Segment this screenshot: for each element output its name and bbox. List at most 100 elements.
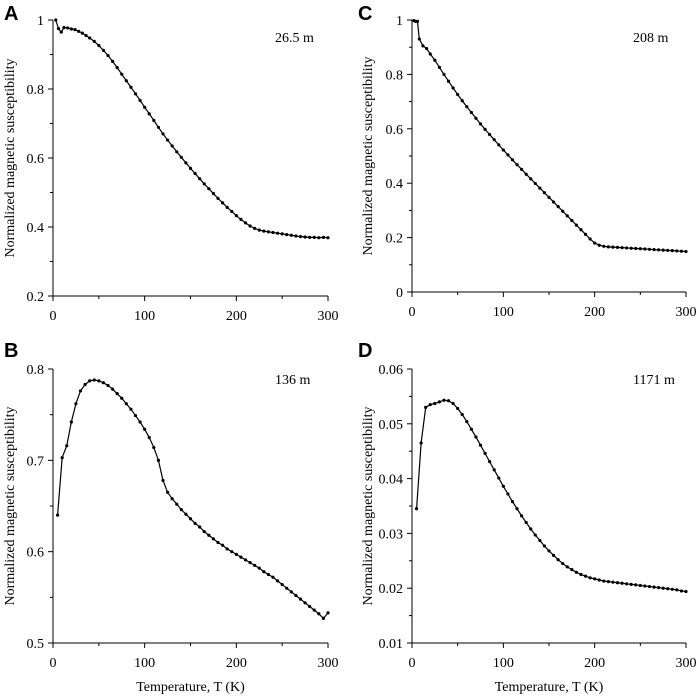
data-point (483, 451, 487, 455)
data-point (478, 443, 483, 447)
y-tick-label: 0.6 (27, 546, 45, 561)
data-point (629, 246, 633, 250)
data-point (262, 229, 266, 233)
data-point (285, 232, 289, 237)
data-point (303, 235, 307, 239)
data-point (59, 30, 63, 34)
data-point (451, 86, 455, 90)
data-point (97, 43, 101, 48)
data-point (520, 514, 524, 518)
data-point (529, 527, 533, 531)
series-line (415, 399, 687, 593)
data-point (326, 236, 330, 240)
depth-annotation: 208 m (633, 31, 669, 46)
y-tick-label: 0.7 (27, 454, 45, 469)
data-point (579, 572, 583, 577)
data-point (220, 543, 225, 547)
data-point (55, 513, 60, 517)
data-point (565, 565, 569, 569)
data-point (193, 171, 197, 176)
data-point (570, 218, 574, 223)
y-tick-label: 0.05 (379, 418, 404, 433)
data-point (465, 420, 469, 424)
data-point (634, 246, 638, 251)
x-tick-label: 100 (493, 656, 514, 671)
data-point (138, 98, 142, 102)
y-axis-title: Normalized magnetic susceptibility (3, 406, 18, 605)
data-point (579, 228, 583, 232)
x-tick-label: 100 (493, 305, 514, 320)
data-point (469, 110, 473, 115)
data-point (124, 402, 128, 406)
data-point (583, 232, 588, 236)
data-point (289, 233, 293, 237)
data-point (657, 586, 661, 590)
data-point (101, 381, 106, 385)
data-point (574, 570, 579, 574)
data-point (661, 586, 665, 590)
data-point (506, 492, 510, 496)
data-point (248, 561, 252, 565)
data-point (684, 249, 688, 254)
y-tick-label: 0.6 (27, 152, 45, 167)
data-point (551, 200, 556, 204)
data-point (597, 243, 601, 247)
data-point (433, 401, 437, 406)
data-point (106, 383, 110, 388)
y-tick-label: 1 (37, 14, 44, 29)
data-point (147, 112, 151, 116)
panel-letter: A (4, 3, 18, 25)
data-point (317, 612, 321, 616)
data-point (303, 601, 307, 605)
data-point (216, 196, 220, 200)
x-axis-title: Temperature, T (K) (495, 680, 604, 695)
x-tick-label: 0 (409, 656, 416, 671)
data-point (298, 235, 303, 239)
data-point (138, 420, 142, 424)
data-point (551, 553, 556, 557)
data-point (556, 204, 560, 209)
data-point (425, 46, 429, 51)
y-tick-label: 0.02 (379, 582, 404, 597)
x-tick-label: 200 (584, 656, 605, 671)
data-point (193, 521, 197, 525)
data-point (492, 138, 496, 142)
data-point (497, 476, 501, 480)
data-point (647, 247, 652, 251)
data-point (175, 502, 179, 506)
data-point (308, 604, 312, 609)
data-point (615, 581, 620, 585)
data-point (170, 497, 174, 501)
data-point (625, 246, 629, 250)
data-point (179, 155, 183, 159)
data-point (225, 547, 229, 551)
data-point (647, 584, 652, 589)
data-point (670, 587, 674, 591)
data-point (54, 18, 58, 22)
y-axis-title: Normalized magnetic susceptibility (361, 406, 376, 605)
data-point (184, 512, 188, 516)
x-tick-label: 100 (134, 309, 155, 324)
x-tick-label: 100 (134, 656, 155, 671)
data-point (643, 247, 647, 251)
data-point (634, 583, 638, 587)
data-point (533, 533, 537, 537)
data-point (133, 413, 138, 418)
data-point (588, 576, 592, 580)
data-point (414, 507, 419, 511)
data-point (312, 608, 316, 612)
data-point (120, 72, 124, 76)
series-line (56, 379, 329, 620)
data-point (679, 589, 684, 593)
data-point (437, 400, 441, 404)
data-point (670, 249, 674, 253)
data-point (538, 186, 542, 190)
data-point (234, 552, 238, 557)
data-point (547, 195, 551, 199)
data-point (257, 566, 261, 570)
data-point (510, 500, 515, 504)
x-tick-label: 300 (676, 656, 697, 671)
y-tick-label: 0.2 (386, 232, 404, 247)
data-point (253, 226, 257, 230)
